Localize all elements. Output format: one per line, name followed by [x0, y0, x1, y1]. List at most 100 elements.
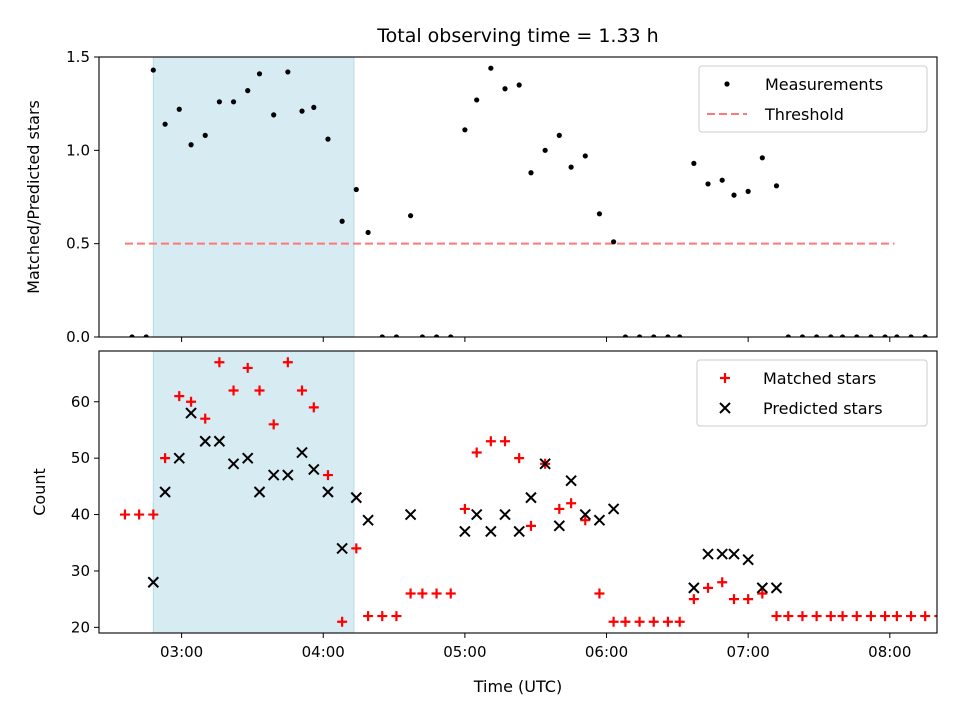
- data-point: [636, 334, 643, 337]
- data-point: [579, 508, 591, 521]
- data-point: [770, 582, 783, 594]
- data-point: [393, 334, 400, 337]
- data-point: [525, 520, 536, 531]
- data-point: [485, 525, 497, 538]
- data-point: [299, 108, 305, 114]
- data-point: [783, 611, 794, 622]
- data-point: [322, 486, 334, 498]
- y-axis-label: Count: [30, 468, 49, 516]
- data-point: [363, 611, 374, 622]
- ratio-panel: 0.0 0.5 1.0 1.5 Matched/Predicted stars Measu…: [24, 48, 938, 346]
- data-point: [894, 334, 900, 337]
- data-point: [185, 407, 197, 419]
- data-point: [607, 503, 620, 515]
- data-point: [922, 334, 928, 337]
- data-point: [228, 385, 239, 396]
- data-point: [216, 99, 222, 105]
- legend-box: [698, 65, 928, 133]
- data-point: [593, 514, 606, 526]
- data-point: [143, 334, 149, 337]
- data-point: [254, 385, 265, 396]
- chart-title: Total observing time = 1.33 h: [376, 25, 658, 47]
- data-point: [728, 594, 739, 605]
- data-point: [773, 183, 780, 189]
- data-point: [759, 155, 765, 161]
- data-point: [159, 486, 171, 498]
- data-point: [554, 503, 565, 514]
- data-point: [620, 616, 631, 627]
- data-point: [742, 553, 754, 566]
- data-point: [839, 334, 846, 337]
- data-point: [868, 334, 874, 337]
- data-point: [811, 611, 822, 622]
- legend-label: Predicted stars: [763, 399, 883, 418]
- data-point: [448, 334, 454, 337]
- data-point: [608, 616, 619, 627]
- data-point: [502, 86, 508, 92]
- data-point: [474, 97, 480, 103]
- data-point: [351, 543, 362, 554]
- x-tick-label: 06:00: [585, 643, 628, 661]
- data-point: [407, 213, 414, 219]
- data-point: [513, 525, 525, 538]
- x-tick-label: 07:00: [727, 643, 770, 661]
- data-point: [174, 391, 185, 402]
- data-point: [339, 218, 345, 224]
- x-axis-label: Time (UTC): [473, 677, 562, 696]
- data-point: [688, 594, 699, 605]
- data-point: [311, 104, 317, 110]
- data-point: [150, 67, 156, 73]
- data-point: [920, 611, 931, 622]
- y-tick-label: 30: [71, 562, 90, 580]
- data-point: [828, 334, 834, 337]
- data-point: [702, 548, 714, 560]
- legend-label: Matched stars: [763, 369, 876, 388]
- observing-interval-shade: [152, 350, 355, 634]
- data-point: [391, 611, 402, 622]
- data-point: [322, 470, 333, 481]
- data-point: [176, 106, 182, 112]
- data-point: [337, 616, 348, 627]
- data-point: [716, 548, 728, 560]
- data-point: [705, 181, 711, 187]
- data-point: [405, 588, 416, 599]
- data-point: [353, 186, 359, 193]
- data-point: [882, 334, 888, 337]
- legend: Matched stars Predicted stars: [696, 359, 928, 427]
- data-point: [691, 160, 697, 166]
- data-point: [634, 616, 645, 627]
- data-point: [445, 588, 456, 599]
- data-point: [611, 239, 617, 245]
- data-point: [854, 334, 860, 337]
- data-point: [946, 611, 956, 621]
- data-point: [582, 153, 588, 159]
- data-point: [525, 491, 537, 504]
- data-point: [566, 498, 577, 509]
- y-axis-label: Matched/Predicted stars: [24, 100, 43, 294]
- data-point: [202, 132, 208, 138]
- axes-frame: [98, 350, 938, 634]
- data-point: [213, 435, 226, 447]
- data-point: [362, 514, 374, 526]
- legend: Measurements Threshold: [698, 65, 928, 133]
- data-point: [268, 419, 279, 430]
- data-point: [837, 611, 848, 622]
- data-point: [756, 582, 769, 594]
- data-point: [516, 82, 522, 88]
- legend-label: Threshold: [764, 105, 844, 124]
- data-point: [245, 88, 251, 94]
- data-point: [865, 611, 876, 622]
- data-point: [199, 435, 211, 447]
- data-point: [825, 611, 836, 622]
- data-point: [186, 396, 197, 407]
- data-point: [785, 334, 791, 337]
- data-point: [596, 211, 603, 217]
- data-point: [296, 446, 308, 459]
- data-point: [622, 334, 629, 337]
- data-point: [350, 491, 363, 504]
- series-predicted-stars: [147, 407, 783, 594]
- x-tick-label: 04:00: [302, 643, 345, 661]
- data-point: [499, 508, 511, 521]
- series-matched-stars: [119, 357, 956, 627]
- legend-marker-x: [719, 402, 731, 414]
